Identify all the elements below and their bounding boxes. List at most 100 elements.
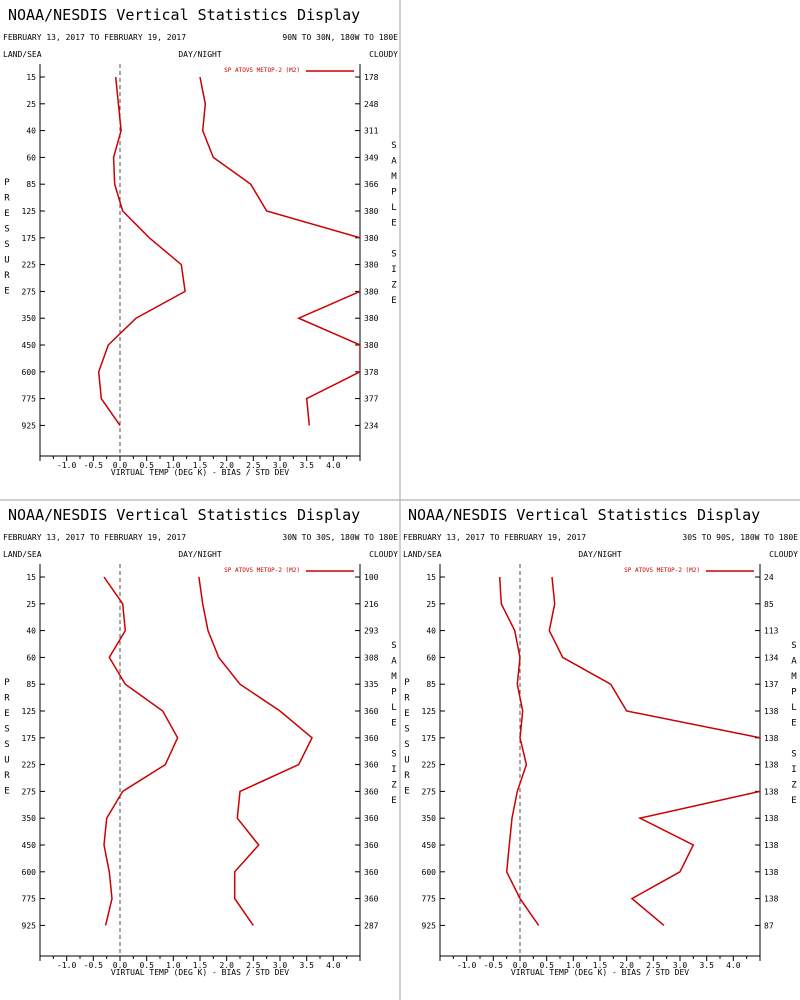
x-tick-label: 3.5 (299, 461, 314, 470)
sample-size-letter: M (391, 672, 397, 682)
pressure-letter: R (4, 771, 10, 781)
pressure-level-label: 125 (22, 207, 37, 216)
pressure-level-label: 85 (26, 180, 36, 189)
pressure-letter: S (4, 240, 9, 250)
sample-size-letter: I (391, 765, 396, 775)
x-tick-label: 1.5 (193, 461, 208, 470)
sample-size-label: 360 (364, 734, 379, 743)
sample-size-label: 360 (364, 868, 379, 877)
bias-series-line (103, 576, 179, 926)
x-tick-label: 2.0 (619, 961, 634, 970)
x-tick-label: 1.0 (166, 961, 181, 970)
pressure-level-label: 85 (26, 680, 36, 689)
pressure-level-label: 25 (26, 100, 36, 109)
x-tick-label: 1.5 (193, 961, 208, 970)
panel-title: NOAA/NESDIS Vertical Statistics Display (408, 506, 760, 524)
sample-size-label: 178 (364, 73, 379, 82)
sample-size-label: 380 (364, 261, 379, 270)
pressure-letter: E (4, 787, 9, 797)
pressure-level-label: 60 (26, 653, 36, 662)
pressure-letter: P (4, 678, 10, 688)
day-night-label: DAY/NIGHT (178, 50, 222, 59)
sample-size-label: 311 (364, 127, 379, 136)
sample-size-letter: Z (391, 281, 397, 291)
pressure-level-label: 925 (22, 921, 37, 930)
x-tick-label: -0.5 (84, 961, 103, 970)
x-tick-label: 3.5 (299, 961, 314, 970)
x-tick-label: 1.0 (566, 961, 581, 970)
sample-size-letter: M (791, 672, 797, 682)
x-tick-label: 2.5 (646, 961, 661, 970)
sample-size-label: 138 (764, 868, 779, 877)
x-tick-label: 3.0 (273, 961, 288, 970)
pressure-letter: R (4, 194, 10, 204)
sample-size-label: 380 (364, 287, 379, 296)
sample-size-label: 138 (764, 787, 779, 796)
sample-size-letter: P (391, 688, 397, 698)
x-tick-label: 2.0 (219, 461, 234, 470)
pressure-letter: R (4, 271, 10, 281)
sample-size-label: 293 (364, 627, 379, 636)
sample-size-letter: S (391, 641, 396, 651)
x-tick-label: 2.5 (246, 461, 261, 470)
x-tick-label: 0.5 (539, 961, 554, 970)
pressure-letter: S (404, 725, 409, 735)
region-label: 30N TO 30S, 180W TO 180E (282, 533, 398, 542)
date-range: FEBRUARY 13, 2017 TO FEBRUARY 19, 2017 (3, 33, 186, 42)
pressure-level-label: 40 (26, 127, 36, 136)
sample-size-label: 138 (764, 707, 779, 716)
legend-label: SP ATOVS METOP-2 (M2) (224, 67, 300, 74)
x-tick-label: 4.0 (726, 961, 741, 970)
sample-size-label: 138 (764, 814, 779, 823)
x-tick-label: 3.5 (699, 961, 714, 970)
panel-title: NOAA/NESDIS Vertical Statistics Display (8, 506, 360, 524)
land-sea-label: LAND/SEA (3, 50, 42, 59)
pressure-level-label: 350 (22, 814, 37, 823)
sample-size-label: 380 (364, 314, 379, 323)
pressure-letter: S (4, 725, 9, 735)
sample-size-letter: E (391, 719, 396, 729)
std-dev-series-line (199, 76, 360, 239)
day-night-label: DAY/NIGHT (178, 550, 222, 559)
sample-size-label: 24 (764, 573, 774, 582)
sample-size-letter: P (791, 688, 797, 698)
bias-series-line (97, 76, 186, 426)
sample-size-letter: L (391, 703, 396, 713)
sample-size-label: 349 (364, 153, 379, 162)
sample-size-label: 377 (364, 395, 379, 404)
pressure-level-label: 350 (422, 814, 437, 823)
pressure-letter: R (404, 694, 410, 704)
pressure-letter: R (4, 694, 10, 704)
x-tick-label: 4.0 (326, 961, 341, 970)
sample-size-letter: E (391, 296, 396, 306)
date-range: FEBRUARY 13, 2017 TO FEBRUARY 19, 2017 (403, 533, 586, 542)
pressure-letter: P (404, 678, 410, 688)
x-tick-label: 0.0 (113, 461, 128, 470)
pressure-letter: R (404, 771, 410, 781)
sample-size-label: 366 (364, 180, 379, 189)
pressure-level-label: 600 (22, 368, 37, 377)
sample-size-label: 360 (364, 814, 379, 823)
sample-size-letter: A (391, 657, 397, 667)
sample-size-letter: S (391, 141, 396, 151)
sample-size-label: 138 (764, 841, 779, 850)
pressure-level-label: 275 (22, 787, 37, 796)
pressure-level-label: 25 (26, 600, 36, 609)
x-tick-label: 0.0 (113, 961, 128, 970)
panel-30n-30s: NOAA/NESDIS Vertical Statistics Display … (3, 506, 398, 977)
pressure-level-label: 275 (22, 287, 37, 296)
x-tick-label: 1.5 (593, 961, 608, 970)
pressure-letter: S (404, 740, 409, 750)
cloudy-label: CLOUDY (369, 550, 398, 559)
pressure-level-label: 600 (422, 868, 437, 877)
pressure-level-label: 175 (422, 734, 437, 743)
std-dev-series-line (630, 790, 760, 926)
cloudy-label: CLOUDY (769, 550, 798, 559)
pressure-letter: U (4, 256, 9, 266)
sample-size-label: 138 (764, 895, 779, 904)
